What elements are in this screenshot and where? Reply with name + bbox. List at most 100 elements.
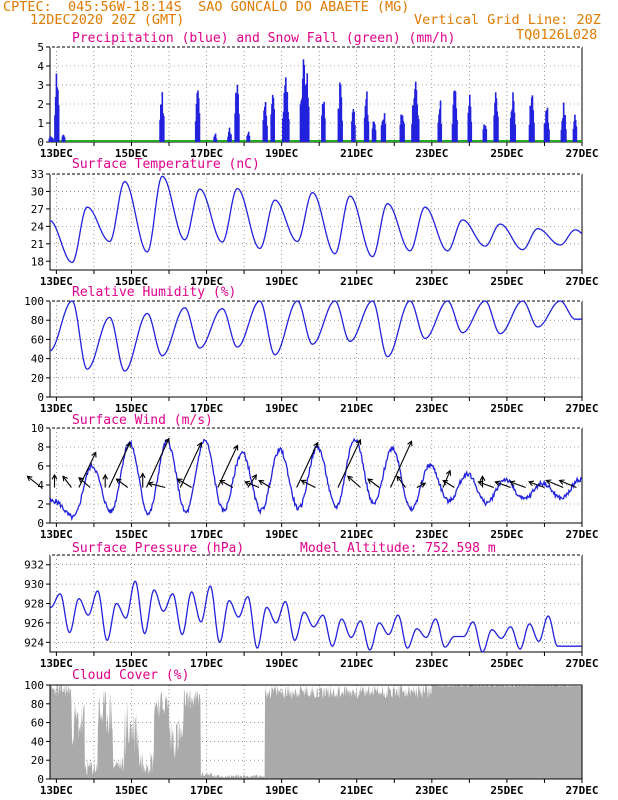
wind-vector-head — [445, 469, 452, 476]
wind-vector-head — [26, 475, 33, 482]
x-tick-label: 13DEC — [40, 528, 73, 541]
precip-bar — [548, 129, 550, 142]
wind-vector — [62, 475, 72, 488]
precip-bar — [215, 138, 218, 142]
wind-vector — [528, 481, 545, 489]
wind-vector-head — [102, 473, 109, 480]
cloud-panel: 0 20 40 60 80 100 13DEC 15DEC 17DEC 19DEC 21DEC 23D… — [24, 679, 598, 797]
temperature-line — [49, 175, 583, 264]
x-tick-label: 25DEC — [490, 275, 523, 288]
precip-bar — [439, 100, 442, 142]
wind-vector — [390, 441, 413, 488]
wind-vector — [546, 479, 564, 489]
wind-vector-head — [147, 481, 154, 488]
y-tick-label: 0 — [37, 517, 44, 530]
precip-bar — [417, 119, 420, 142]
pressure-title: Surface Pressure (hPa) — [72, 541, 244, 556]
x-tick-label: 17DEC — [190, 528, 223, 541]
x-tick-label: 15DEC — [115, 402, 148, 415]
y-tick-label: 0 — [37, 136, 44, 149]
precip-bar — [340, 97, 343, 142]
y-tick-label: 40 — [31, 353, 44, 366]
x-tick-label: 25DEC — [490, 784, 523, 797]
x-tick-label: 25DEC — [490, 147, 523, 160]
wind-vector-head — [313, 441, 319, 448]
precip-bar — [564, 114, 566, 142]
wind-vector — [442, 470, 451, 488]
wind-vector-head — [251, 473, 257, 480]
x-tick-label: 23DEC — [415, 402, 448, 415]
precip-bar — [57, 105, 60, 142]
y-tick-label: 5 — [37, 41, 44, 54]
precip-bar — [497, 116, 499, 142]
wind-vector-head — [51, 473, 58, 480]
x-tick-label: 23DEC — [415, 657, 448, 670]
wind-vector-head — [355, 438, 362, 445]
pressure-panel: 924 926 928 930 932 13DEC 15DEC 17DEC 19DEC 21DEC… — [24, 554, 599, 670]
wind-vector-head — [115, 478, 122, 484]
y-tick-label: 30 — [31, 185, 44, 198]
precip-bar — [533, 122, 535, 142]
wind-vector-head — [62, 475, 68, 482]
precip-title: Precipitation (blue) and Snow Fall (gree… — [72, 31, 456, 46]
y-tick-label: 926 — [24, 617, 44, 630]
wind-vector-head — [176, 478, 183, 484]
wind-vector — [347, 475, 361, 488]
y-tick-label: 1 — [37, 117, 44, 130]
wind-vector-head — [139, 472, 146, 479]
wind-vector-head — [196, 441, 203, 448]
y-tick-label: 40 — [31, 735, 44, 748]
precip-bar — [230, 134, 232, 142]
x-tick-label: 21DEC — [340, 528, 373, 541]
wind-panel: 0 2 4 6 8 10 13DEC 15DEC 17DEC 19DEC 21DEC 23DEC 25D… — [26, 422, 599, 541]
y-tick-label: 80 — [31, 698, 44, 711]
x-tick-label: 27DEC — [565, 147, 598, 160]
precip-bar — [273, 109, 275, 142]
run-timestamp: 12DEC2020 20Z (GMT) — [30, 12, 185, 28]
x-tick-label: 15DEC — [115, 657, 148, 670]
wind-vector-head — [479, 475, 486, 481]
wind-vector-head — [91, 451, 97, 458]
wind-vector-head — [494, 480, 501, 487]
x-tick-label: 27DEC — [565, 528, 598, 541]
wind-vector — [78, 452, 97, 488]
x-tick-label: 13DEC — [40, 147, 73, 160]
wind-vector — [219, 480, 234, 488]
y-tick-label: 20 — [31, 754, 44, 767]
wind-vector — [148, 482, 166, 489]
wind-vector-head — [509, 480, 516, 487]
precip-bar — [63, 137, 66, 142]
wind-title: Surface Wind (m/s) — [72, 413, 213, 428]
x-tick-label: 17DEC — [190, 275, 223, 288]
x-tick-label: 15DEC — [115, 784, 148, 797]
wind-vector-head — [442, 479, 449, 486]
precip-bar — [248, 135, 251, 142]
x-tick-label: 23DEC — [415, 784, 448, 797]
wind-vector-head — [125, 441, 131, 448]
precip-bar — [440, 123, 443, 142]
wind-vector — [27, 475, 42, 488]
x-tick-label: 21DEC — [340, 275, 373, 288]
x-tick-label: 27DEC — [565, 784, 598, 797]
wind-vector — [258, 480, 271, 488]
wind-vector-head — [558, 479, 565, 485]
x-tick-label: 23DEC — [415, 528, 448, 541]
humidity-line — [49, 300, 582, 372]
y-tick-label: 18 — [31, 255, 44, 268]
x-tick-label: 15DEC — [115, 275, 148, 288]
precip-bar — [266, 125, 268, 142]
wind-vector-head — [477, 480, 484, 487]
wind-vector — [416, 482, 426, 488]
wind-vector-head — [420, 482, 427, 488]
y-tick-label: 6 — [37, 460, 44, 473]
x-tick-label: 27DEC — [565, 275, 598, 288]
wind-vector — [78, 477, 91, 488]
precip-bar — [238, 113, 240, 142]
x-tick-label: 21DEC — [340, 402, 373, 415]
precip-bar — [384, 123, 387, 142]
pressure-line — [49, 580, 582, 653]
panel-frame — [49, 300, 583, 398]
wind-vector-head — [219, 479, 226, 485]
precip-bar — [341, 120, 343, 142]
x-tick-label: 17DEC — [190, 784, 223, 797]
